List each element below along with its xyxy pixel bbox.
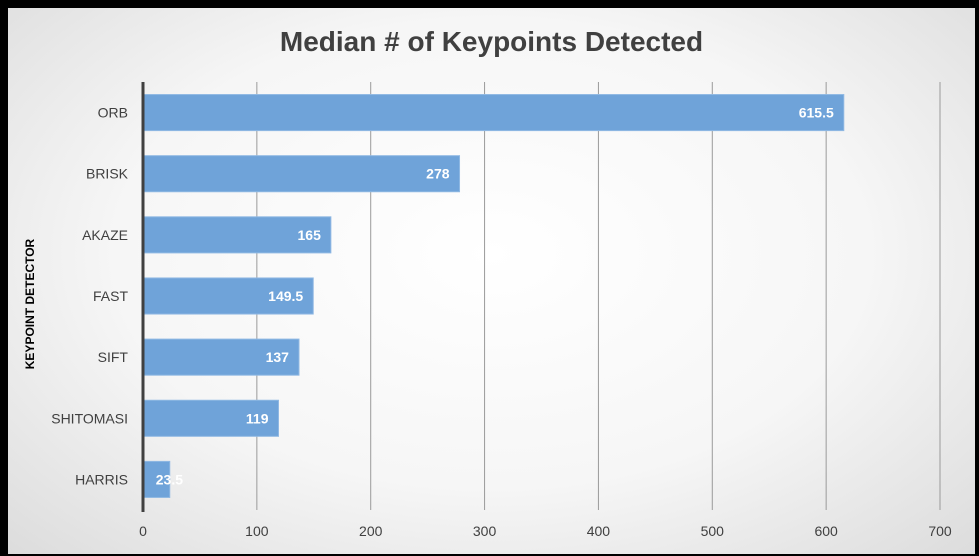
x-tick-label: 200	[359, 523, 383, 539]
bar	[142, 277, 314, 315]
data-label: 137	[266, 349, 290, 365]
y-tick-label: AKAZE	[82, 227, 128, 243]
data-label: 278	[426, 166, 450, 182]
data-label: 149.5	[268, 288, 303, 304]
y-tick-label: SHITOMASI	[51, 410, 128, 426]
bar	[142, 216, 332, 254]
y-tick-label: BRISK	[86, 166, 129, 182]
data-label: 119	[246, 410, 269, 426]
x-tick-label: 700	[928, 523, 952, 539]
y-tick-label: SIFT	[98, 349, 129, 365]
bar	[142, 94, 845, 132]
y-tick-label: ORB	[98, 105, 128, 121]
x-tick-label: 400	[587, 523, 611, 539]
y-tick-label: HARRIS	[75, 471, 128, 487]
x-tick-label: 600	[814, 523, 838, 539]
chart-title: Median # of Keypoints Detected	[279, 26, 704, 57]
y-tick-label: FAST	[93, 288, 128, 304]
data-label: 615.5	[799, 105, 834, 121]
bar	[142, 399, 279, 437]
data-label: 23.5	[156, 471, 183, 487]
bar	[142, 155, 461, 193]
x-tick-label: 300	[473, 523, 497, 539]
x-tick-label: 500	[701, 523, 725, 539]
data-label: 165	[298, 227, 322, 243]
x-tick-label: 100	[245, 523, 269, 539]
x-tick-label: 0	[139, 523, 147, 539]
